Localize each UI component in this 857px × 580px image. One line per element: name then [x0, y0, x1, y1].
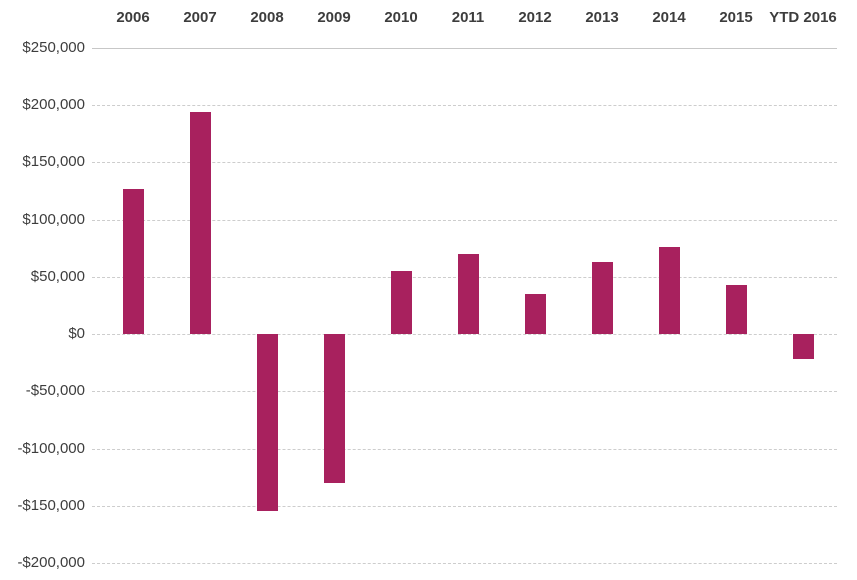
- y-axis-tick-label: -$150,000: [17, 496, 85, 514]
- bar-2013[interactable]: [591, 262, 613, 335]
- bar-2012[interactable]: [524, 294, 546, 335]
- bar-2006[interactable]: [122, 188, 144, 335]
- gridline-$150,000: [92, 162, 837, 164]
- x-axis-label-2007: 2007: [183, 9, 217, 26]
- gridline-$0: [92, 334, 837, 336]
- x-axis-label-2008: 2008: [250, 9, 284, 26]
- gridline-$100,000: [92, 219, 837, 221]
- x-axis-label-2006: 2006: [116, 9, 150, 26]
- gridline--$150,000: [92, 505, 837, 507]
- x-axis-label-2013: 2013: [585, 9, 619, 26]
- y-axis-tick-label: $250,000: [22, 39, 85, 56]
- x-axis-label-2010: 2010: [384, 9, 418, 26]
- y-axis-tick-label: $0: [68, 325, 85, 343]
- bar-2008[interactable]: [256, 334, 278, 512]
- bar-2014[interactable]: [658, 247, 680, 335]
- y-axis-tick-label: $150,000: [22, 153, 85, 171]
- bar-ytd-2016[interactable]: [792, 334, 814, 360]
- y-axis-tick-label: -$200,000: [17, 554, 85, 571]
- x-axis-label-ytd-2016: YTD 2016: [769, 9, 837, 26]
- y-axis-tick-label: $100,000: [22, 210, 85, 228]
- bar-2011[interactable]: [457, 254, 479, 335]
- gridline--$100,000: [92, 448, 837, 450]
- y-axis-tick-label: $50,000: [30, 267, 85, 285]
- gridline-$250,000: [92, 48, 837, 49]
- bar-2009[interactable]: [323, 334, 345, 483]
- x-axis-label-2012: 2012: [518, 9, 552, 26]
- y-axis-tick-label: -$50,000: [25, 382, 85, 400]
- bar-2010[interactable]: [390, 271, 412, 335]
- gridline--$50,000: [92, 391, 837, 393]
- gridline-$200,000: [92, 105, 837, 107]
- x-axis-label-2009: 2009: [317, 9, 351, 26]
- y-axis-tick-label: $200,000: [22, 96, 85, 114]
- y-axis-tick-label: -$100,000: [17, 439, 85, 457]
- x-axis-label-2011: 2011: [451, 9, 485, 26]
- gridline--$200,000: [92, 563, 837, 564]
- bar-2007[interactable]: [189, 112, 211, 335]
- x-axis-label-2015: 2015: [719, 9, 753, 26]
- x-axis-label-2014: 2014: [652, 9, 686, 26]
- bar-2015[interactable]: [725, 284, 747, 335]
